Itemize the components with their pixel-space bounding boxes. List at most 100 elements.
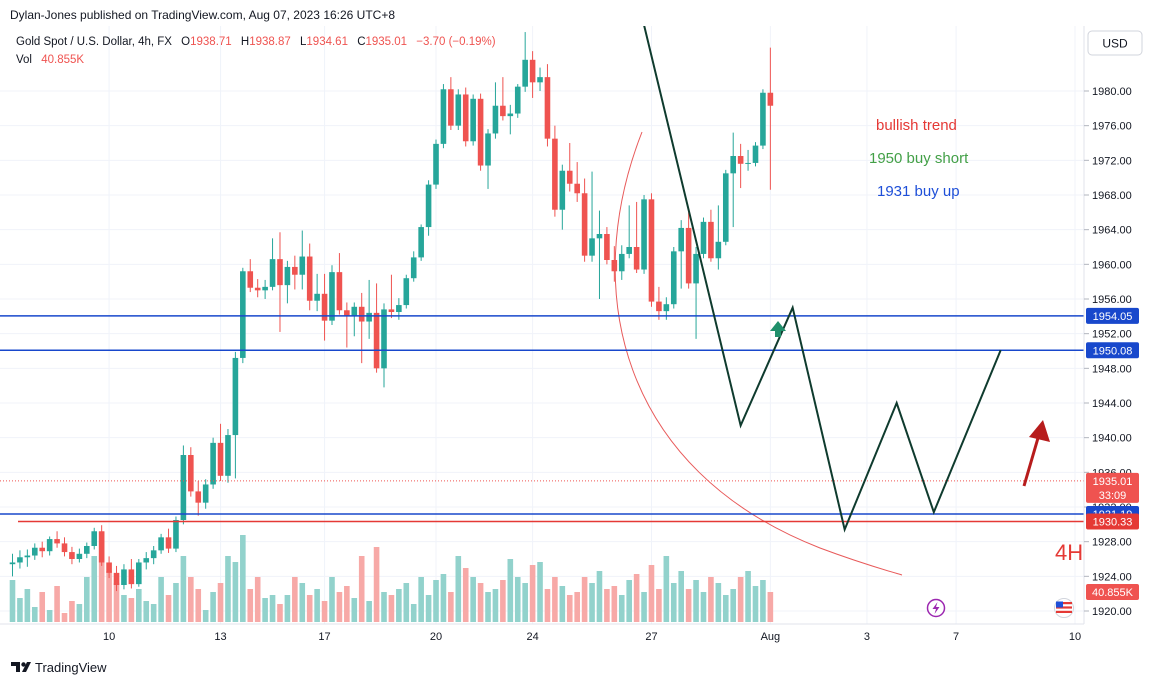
candle-body: [678, 227, 684, 252]
low-value: 1934.61: [306, 36, 348, 48]
currency-button[interactable]: USD: [1087, 30, 1143, 56]
candle-body: [202, 484, 209, 503]
volume-bar: [648, 565, 655, 622]
volume-bar: [76, 604, 83, 622]
volume-bar: [91, 556, 98, 622]
symbol-name: Gold Spot / U.S. Dollar, 4h, FX: [16, 36, 172, 48]
volume-bar: [752, 586, 759, 622]
candle-body: [210, 442, 216, 485]
candle-body: [396, 305, 402, 312]
candle-body: [485, 133, 491, 166]
volume-bar: [284, 595, 291, 622]
candle-body: [544, 77, 551, 139]
candle-body: [559, 170, 566, 210]
volume-bar: [254, 577, 261, 622]
candle-body: [514, 86, 521, 114]
x-tick-label: 10: [1069, 631, 1081, 643]
candle-body: [76, 553, 83, 559]
volume-bar: [373, 547, 380, 622]
volume-bar: [440, 574, 447, 622]
candle-body: [188, 455, 194, 492]
annotation-bullish-trend[interactable]: bullish trend: [876, 117, 957, 134]
candle-body: [165, 537, 172, 549]
candle-body: [433, 143, 439, 185]
x-tick-label: Aug: [761, 631, 781, 643]
candle-body: [492, 105, 499, 134]
volume-bar: [173, 583, 179, 622]
volume-bar: [269, 595, 276, 622]
x-tick-label: 10: [103, 631, 115, 643]
candle-body: [344, 310, 350, 317]
candle-body: [626, 247, 632, 254]
published-by: Dylan-Jones published on TradingView.com…: [10, 8, 395, 22]
candle-body: [299, 256, 306, 275]
candle-body: [150, 550, 157, 559]
grid: [0, 26, 1084, 624]
red-arrow-icon: [1029, 420, 1050, 442]
x-tick-label: 3: [864, 631, 870, 643]
volume-bar: [596, 571, 603, 622]
candle-body: [136, 562, 142, 585]
candle-body: [641, 199, 647, 270]
volume-value: 40.855K: [41, 54, 84, 66]
volume-bar: [381, 592, 387, 622]
volume-bar: [678, 571, 684, 622]
volume-bar: [17, 598, 23, 622]
candle-body: [522, 59, 528, 87]
volume-bar: [730, 589, 737, 622]
price-label-1950.08: 1950.08: [1093, 345, 1133, 357]
price-label-1954.05-bg: [1086, 307, 1139, 324]
x-tick-label: 20: [430, 631, 442, 643]
volume-bar: [180, 556, 187, 622]
volume-bar: [9, 580, 16, 622]
y-tick-label: 1956.00: [1092, 294, 1132, 306]
curve-drawing: [614, 131, 903, 576]
volume-bar: [366, 601, 372, 622]
x-tick-label: 24: [526, 631, 538, 643]
candle-body: [708, 221, 714, 259]
candle-body: [507, 113, 514, 117]
y-tick-label: 1928.00: [1092, 537, 1132, 549]
price-axis[interactable]: 1920.001924.001928.001932.001936.001940.…: [1083, 26, 1139, 624]
y-tick-label: 1972.00: [1092, 155, 1132, 167]
candle-body: [633, 247, 640, 270]
volume-bar: [604, 589, 610, 622]
y-tick-label: 1952.00: [1092, 329, 1132, 341]
lightning-icon[interactable]: [926, 598, 946, 618]
candle-body: [321, 293, 328, 321]
candle-body: [589, 238, 595, 256]
candle-body: [247, 271, 254, 288]
candle-body: [128, 569, 135, 585]
volume-axis-label: 40.855K: [1092, 587, 1134, 599]
volume-bar: [581, 577, 588, 622]
candle-body: [113, 572, 120, 585]
candle-body: [722, 173, 729, 242]
volume-bar: [113, 583, 120, 622]
candle-body: [737, 156, 744, 164]
tradingview-logo[interactable]: [11, 662, 31, 672]
y-tick-label: 1924.00: [1092, 571, 1132, 583]
volume-bar: [425, 595, 432, 622]
time-axis[interactable]: 10 13 17 20 24 27 Aug 3 7 10: [0, 623, 1084, 643]
candle-body: [9, 562, 16, 565]
volume-bar: [767, 592, 774, 622]
volume-bar: [641, 592, 647, 622]
volume-bar: [656, 589, 662, 622]
annotation-1931-buy-up[interactable]: 1931 buy up: [877, 183, 960, 200]
annotation-1950-buy-short[interactable]: 1950 buy short: [869, 150, 969, 167]
us-flag-icon[interactable]: [1054, 598, 1074, 618]
volume-bar: [106, 571, 112, 622]
candle-body: [351, 306, 358, 317]
volume-bar: [455, 556, 462, 622]
volume-bar: [693, 580, 699, 622]
volume-bar: [195, 589, 202, 622]
zigzag-projection: [643, 26, 1002, 533]
candle-body: [217, 442, 224, 476]
candle-body: [552, 138, 558, 210]
volume-bar: [611, 586, 618, 622]
close-value: 1935.01: [366, 36, 408, 48]
candle-body: [195, 491, 202, 503]
volume-bar: [670, 583, 677, 622]
price-label-1950.08-bg: [1086, 342, 1139, 359]
